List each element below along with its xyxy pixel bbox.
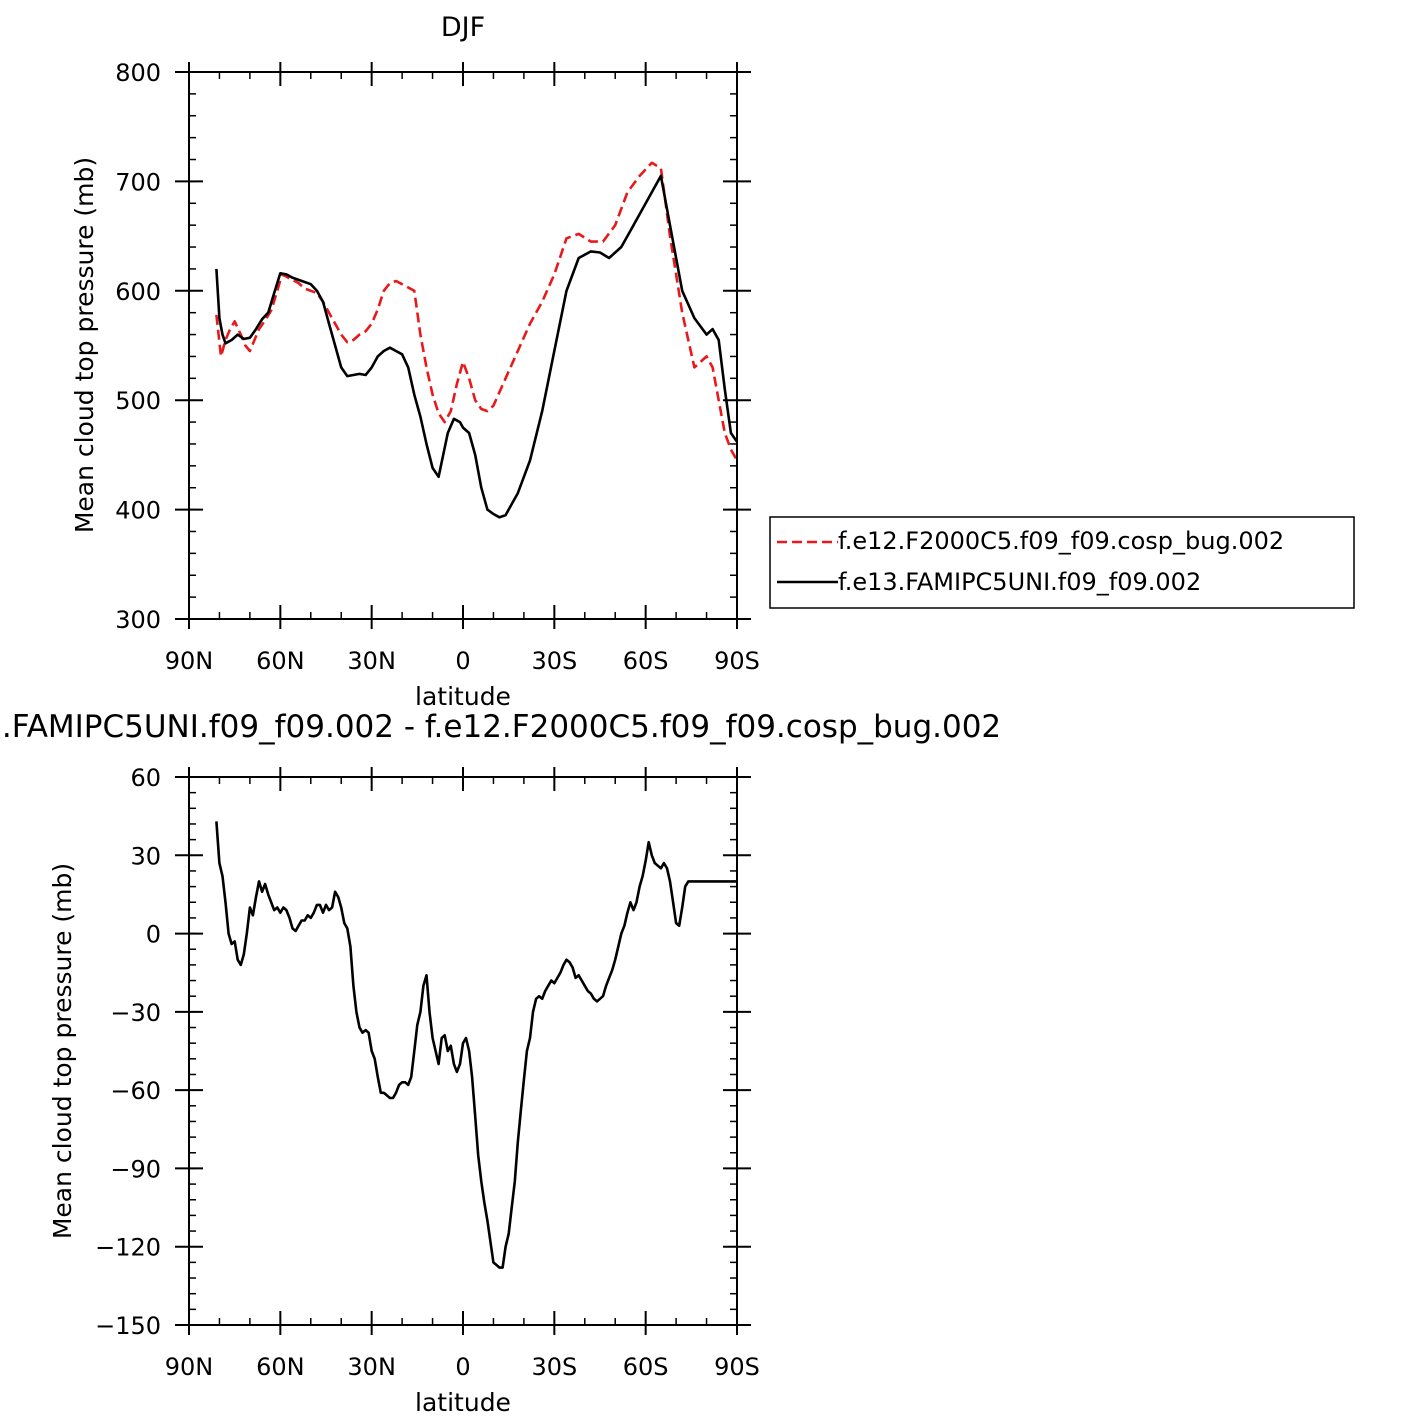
legend-box (769, 516, 1355, 609)
bottom-y-tick-label: 60 (130, 764, 161, 792)
top-x-tick-label: 90N (165, 647, 214, 675)
top-series-line-2 (215, 174, 739, 519)
top-panel: DJF latitude Mean cloud top pressure (mb… (70, 12, 760, 711)
top-x-tick-label: 60N (256, 647, 305, 675)
bottom-series-lines (215, 821, 737, 1269)
bottom-y-tick-label: 0 (146, 921, 161, 949)
top-y-tick-label: 600 (115, 278, 161, 306)
bottom-x-tick-label: 90S (714, 1353, 760, 1381)
top-plot-frame (188, 71, 738, 620)
top-y-tick-label: 300 (115, 606, 161, 634)
bottom-y-tick-label: −30 (110, 999, 161, 1027)
bottom-x-tick-label: 30N (347, 1353, 396, 1381)
top-x-tick-label: 60S (623, 647, 669, 675)
bottom-chart-title: f.e13.FAMIPC5UNI.f09_f09.002 - f.e12.F20… (0, 709, 1001, 745)
bottom-y-tick-label: −60 (110, 1077, 161, 1105)
bottom-y-tick-label: −150 (95, 1312, 161, 1340)
top-y-tick-label: 500 (115, 387, 161, 415)
top-x-tick-label: 30N (347, 647, 396, 675)
top-y-tick-label: 400 (115, 497, 161, 525)
top-axis-ticks: 90N 60N 30N 0 30S 60S 90S 300 400 500 600 700 800 (115, 59, 760, 675)
top-x-tick-label: 90S (714, 647, 760, 675)
bottom-x-axis-label: latitude (415, 1388, 511, 1417)
top-y-axis-label: Mean cloud top pressure (mb) (70, 157, 99, 533)
bottom-axis-ticks: 90N 60N 30N 0 30S 60S 90S −150 −120 −90 −60 −30 0 30 6… (95, 764, 760, 1381)
top-series-line-1 (215, 161, 739, 462)
bottom-x-tick-label: 90N (165, 1353, 214, 1381)
top-y-tick-label: 700 (115, 168, 161, 196)
bottom-y-tick-label: −120 (95, 1234, 161, 1262)
bottom-y-axis-label: Mean cloud top pressure (mb) (48, 863, 77, 1239)
bottom-plot-frame (188, 776, 738, 1326)
bottom-x-tick-label: 60S (623, 1353, 669, 1381)
bottom-x-tick-label: 0 (455, 1353, 470, 1381)
top-x-tick-label: 0 (455, 647, 470, 675)
legend-label-series-2: f.e13.FAMIPC5UNI.f09_f09.002 (838, 568, 1201, 596)
bottom-x-tick-label: 30S (531, 1353, 577, 1381)
bottom-panel: f.e13.FAMIPC5UNI.f09_f09.002 - f.e12.F20… (0, 709, 1001, 1417)
legend-label-series-1: f.e12.F2000C5.f09_f09.cosp_bug.002 (838, 527, 1284, 555)
top-x-axis-label: latitude (415, 682, 511, 711)
bottom-y-tick-label: 30 (130, 842, 161, 870)
bottom-x-tick-label: 60N (256, 1353, 305, 1381)
top-chart-title: DJF (441, 12, 485, 43)
bottom-series-line-1 (215, 821, 737, 1269)
top-series-lines (215, 161, 739, 519)
legend: f.e12.F2000C5.f09_f09.cosp_bug.002 f.e13… (769, 516, 1355, 609)
bottom-y-tick-label: −90 (110, 1155, 161, 1183)
top-x-tick-label: 30S (531, 647, 577, 675)
top-y-tick-label: 800 (115, 59, 161, 87)
